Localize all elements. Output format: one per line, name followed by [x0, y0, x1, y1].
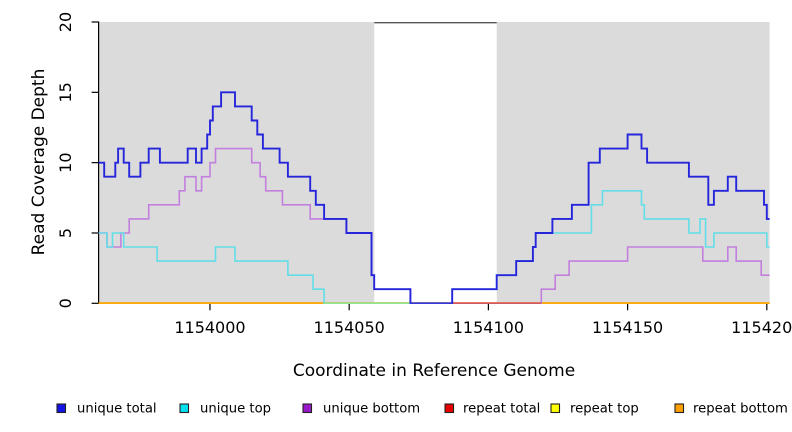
legend-label-repeat-bottom: repeat bottom [693, 402, 788, 417]
y-axis-tick-label: 15 [56, 82, 75, 102]
series-lines [98, 91, 770, 304]
x-axis-tick-label: 1154150 [592, 318, 663, 337]
x-axis-tick-label: 1154000 [174, 318, 245, 337]
shaded-band [496, 22, 770, 304]
series-line-unique-bottom [98, 147, 770, 304]
y-axis-tick-label: 0 [56, 298, 75, 308]
x-axis-tick-label: 1154100 [453, 318, 524, 337]
legend-label-unique-top: unique top [200, 402, 271, 417]
legend-swatch-repeat-total [444, 403, 455, 414]
y-axis-tick-label: 20 [56, 12, 75, 32]
y-axis-tick-label: 5 [56, 228, 75, 238]
legend-label-unique-bottom: unique bottom [323, 402, 420, 417]
legend-swatch-unique-bottom [302, 403, 313, 414]
legend-swatch-repeat-top [550, 403, 561, 414]
legend-swatch-unique-total [56, 403, 67, 414]
y-axis-tick-label: 10 [56, 152, 75, 172]
shaded-bands [98, 22, 770, 304]
legend-swatch-unique-top [179, 403, 190, 414]
legend-label-repeat-total: repeat total [463, 402, 540, 417]
y-axis-title: Read Coverage Depth [29, 69, 49, 256]
series-line-unique-total [98, 91, 770, 304]
legend-label-unique-total: unique total [77, 402, 157, 417]
x-axis-tick-label: 1154050 [314, 318, 385, 337]
x-axis-title: Coordinate in Reference Genome [293, 361, 575, 381]
legend: unique total unique top unique bottom repea… [56, 402, 788, 417]
legend-swatch-repeat-bottom [674, 403, 685, 414]
legend-label-repeat-top: repeat top [570, 402, 639, 417]
